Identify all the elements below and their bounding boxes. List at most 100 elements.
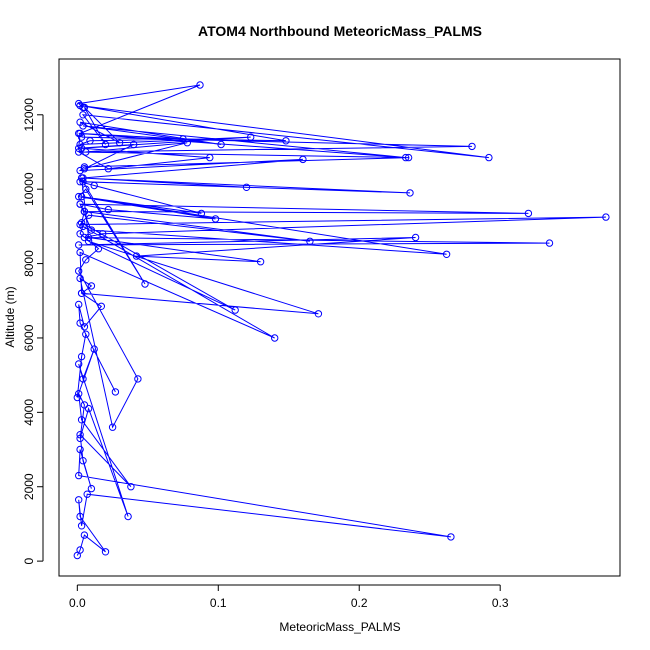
data-point <box>82 148 90 156</box>
data-point <box>87 226 96 234</box>
data-point <box>80 207 89 216</box>
data-point <box>99 230 107 238</box>
data-point <box>79 111 87 119</box>
data-point <box>77 192 86 201</box>
data-point <box>82 256 90 264</box>
data-point <box>77 144 86 153</box>
x-tick-label: 0.1 <box>210 596 227 610</box>
y-tick-label: 12000 <box>22 98 36 132</box>
data-point <box>76 434 84 443</box>
data-point <box>79 174 87 182</box>
data-point <box>127 483 135 491</box>
data-point <box>97 302 106 310</box>
data-point <box>75 390 83 398</box>
data-point <box>80 165 89 173</box>
data-point <box>299 155 307 164</box>
data-point <box>101 548 110 556</box>
series-line <box>76 84 606 556</box>
data-point <box>256 258 265 266</box>
data-point <box>84 233 93 242</box>
data-point <box>79 457 87 465</box>
data-point <box>411 233 420 242</box>
data-point <box>77 219 86 227</box>
data-point <box>124 512 132 521</box>
data-point <box>80 531 89 539</box>
data-point <box>524 209 533 218</box>
data-point <box>130 140 138 149</box>
data-point <box>76 166 84 175</box>
data-point <box>602 213 610 221</box>
data-point <box>76 200 84 208</box>
data-point <box>402 153 410 162</box>
data-point <box>84 237 93 246</box>
data-point <box>76 220 84 229</box>
data-point <box>87 484 96 493</box>
data-point <box>242 183 251 192</box>
data-point <box>77 352 86 361</box>
data-point <box>306 237 314 246</box>
data-point <box>485 153 493 162</box>
data-point <box>468 142 476 151</box>
data-point <box>104 165 113 173</box>
data-point <box>77 416 86 424</box>
data-point <box>179 135 187 143</box>
data-layer <box>73 81 610 560</box>
data-point <box>141 280 149 288</box>
data-point <box>73 393 82 402</box>
data-point <box>76 546 84 554</box>
data-point <box>79 178 87 186</box>
data-point <box>183 139 192 147</box>
data-point <box>196 81 204 89</box>
data-point <box>82 185 90 193</box>
data-point <box>94 245 103 253</box>
data-point <box>75 300 83 309</box>
data-point <box>77 522 86 530</box>
data-point <box>115 139 124 147</box>
data-point <box>76 140 84 149</box>
data-point <box>90 181 98 190</box>
data-point <box>84 404 93 413</box>
data-point <box>80 401 89 409</box>
data-point <box>87 282 96 290</box>
data-point <box>75 360 83 368</box>
data-point <box>76 129 84 138</box>
data-point <box>282 137 290 145</box>
data-point <box>132 252 141 260</box>
data-point <box>75 496 83 504</box>
x-axis: 0.0 0.1 0.2 0.3 <box>69 584 509 610</box>
data-point <box>76 274 84 283</box>
data-point <box>104 205 113 214</box>
data-point <box>406 189 414 197</box>
data-point <box>134 375 142 383</box>
data-point <box>76 230 84 238</box>
y-axis-label: Altitude (m) <box>3 286 17 347</box>
data-point <box>101 140 110 149</box>
data-point <box>83 490 91 498</box>
data-point <box>79 375 87 383</box>
data-point <box>77 133 86 141</box>
y-tick-label: 8000 <box>22 250 36 277</box>
data-point <box>75 267 83 275</box>
data-point <box>82 330 90 338</box>
x-axis-label: MeteoricMass_PALMS <box>279 620 400 634</box>
data-point <box>111 388 120 396</box>
data-point <box>90 345 98 353</box>
data-point <box>75 144 83 153</box>
y-tick-label: 0 <box>22 557 36 564</box>
data-point <box>76 445 84 454</box>
y-tick-label: 4000 <box>22 399 36 426</box>
data-point <box>77 289 86 297</box>
data-point <box>442 250 451 259</box>
data-point <box>108 423 117 431</box>
data-point <box>80 233 89 242</box>
data-point <box>231 306 239 314</box>
y-tick-label: 6000 <box>22 324 36 351</box>
data-point <box>76 512 84 521</box>
y-tick-label: 10000 <box>22 172 36 206</box>
data-point <box>79 103 87 112</box>
data-point <box>217 140 225 149</box>
data-point <box>75 241 83 249</box>
y-tick-label: 2000 <box>22 473 36 500</box>
x-tick-label: 0.3 <box>492 596 509 610</box>
